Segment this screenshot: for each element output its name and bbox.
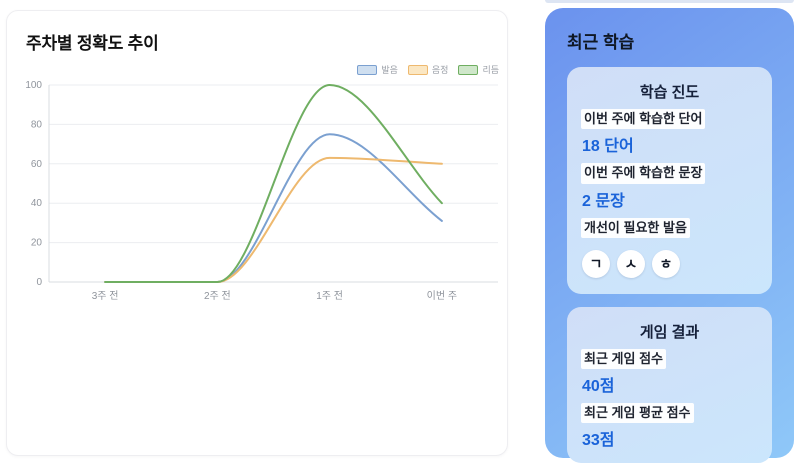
stat-label-recent-score: 최근 게임 점수 [581,348,666,369]
legend-item-rhythm[interactable]: 리듬 [458,63,499,76]
stat-label-words: 이번 주에 학습한 단어 [581,109,706,130]
svg-text:20: 20 [31,238,43,249]
legend-swatch-icon [407,64,428,75]
recent-learning-panel: 최근 학습 학습 진도 이번 주에 학습한 단어 18 단어 이번 주에 학습한… [545,8,794,464]
pronunciation-chip: ㅅ [617,249,645,278]
svg-text:0: 0 [36,277,42,288]
svg-text:60: 60 [31,159,43,170]
stat-value-average-score: 33점 [582,432,615,450]
pronunciation-chip: ㄱ [582,249,610,278]
legend-label: 발음 [381,65,398,75]
stat-label-average-score: 최근 게임 평균 점수 [581,403,694,424]
stat-label-sentences: 이번 주에 학습한 문장 [581,163,706,184]
cropped-element-remnant [545,0,794,3]
legend-label: 리듬 [482,65,499,75]
svg-text:1주 전: 1주 전 [316,290,343,302]
chart-title: 주차별 정확도 추이 [26,34,159,53]
line-chart: 0 20 40 60 80 100 3주 전 2주 전 1주 전 이번 주 [7,61,507,311]
legend-item-pronunciation[interactable]: 발음 [357,63,398,76]
svg-text:2주 전: 2주 전 [204,290,231,302]
accuracy-trend-card: 주차별 정확도 추이 발음 음정 리듬 0 20 40 60 80 100 3주 전 2주 전… [6,10,508,456]
card-title: 게임 결과 [639,323,700,341]
chart-legend: 발음 음정 리듬 [357,63,499,76]
legend-item-pitch[interactable]: 음정 [407,63,449,76]
svg-text:3주 전: 3주 전 [92,290,119,302]
pronunciation-chips: ㄱ ㅅ ㅎ [582,249,758,278]
stat-value-words: 18 단어 [582,138,634,156]
panel-title: 최근 학습 [567,33,635,52]
svg-text:80: 80 [31,119,43,130]
svg-text:이번 주: 이번 주 [427,290,457,302]
card-title: 학습 진도 [639,84,700,101]
stat-label-improve-pronunciation: 개선이 필요한 발음 [581,217,690,238]
svg-text:40: 40 [31,198,43,209]
learning-progress-card: 학습 진도 이번 주에 학습한 단어 18 단어 이번 주에 학습한 문장 2 … [567,67,772,294]
svg-text:100: 100 [25,80,42,91]
pronunciation-chip: ㅎ [652,249,680,278]
legend-label: 음정 [431,65,449,75]
game-results-card: 게임 결과 최근 게임 점수 40점 최근 게임 평균 점수 33점 [567,306,772,464]
stat-value-recent-score: 40점 [582,378,615,395]
legend-swatch-icon [458,64,479,75]
legend-swatch-icon [357,64,378,75]
stat-value-sentences: 2 문장 [582,192,625,210]
